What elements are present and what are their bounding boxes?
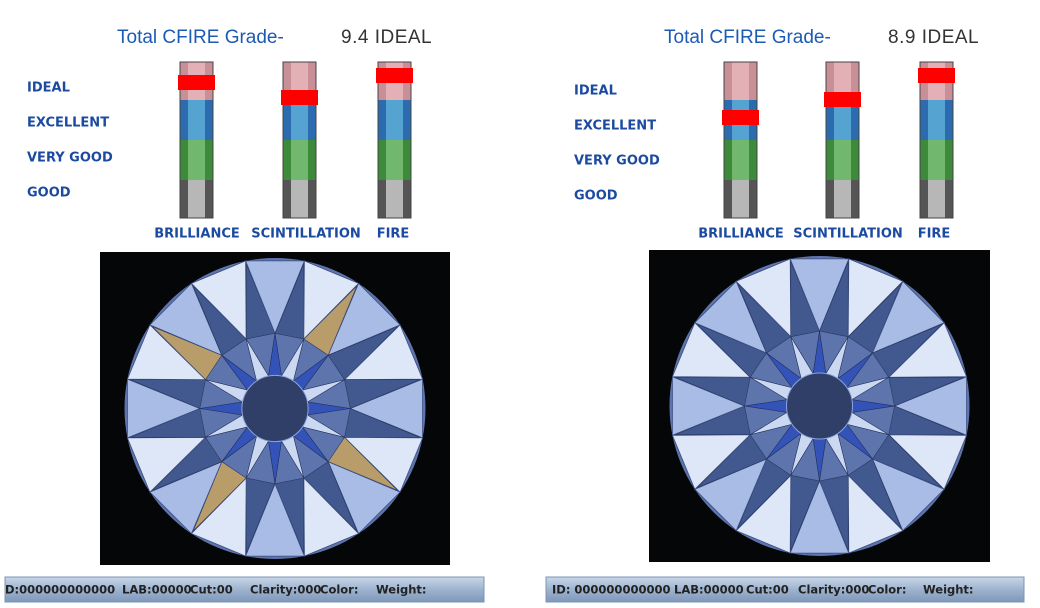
status-field: LAB:00000 xyxy=(674,583,744,597)
facet xyxy=(735,474,792,554)
meter-frame xyxy=(282,61,317,219)
status-field: Weight: xyxy=(923,583,974,597)
scale-label: IDEAL xyxy=(574,84,617,99)
status-field: D:000000000000 xyxy=(5,583,115,597)
grade-value: 8.9 IDEAL xyxy=(888,27,979,48)
meter-highlight xyxy=(928,100,945,140)
grade-panel: Total CFIRE Grade- 8.9 IDEAL IDEAL EXCELLEN… xyxy=(545,27,1025,603)
meter-highlight xyxy=(834,62,851,100)
meter-frame xyxy=(179,61,214,219)
meter-marker xyxy=(722,110,759,125)
scale-label: GOOD xyxy=(574,189,618,204)
meter-highlight xyxy=(188,180,205,218)
meter-highlight xyxy=(834,180,851,218)
meter-frame xyxy=(919,61,954,219)
grade-title: Total CFIRE Grade- xyxy=(117,27,284,48)
meter-highlight xyxy=(834,100,851,140)
facet xyxy=(847,258,904,338)
meter-highlight xyxy=(291,140,308,180)
scale-label: EXCELLENT xyxy=(574,119,656,134)
facet xyxy=(327,282,401,357)
meter xyxy=(824,61,861,219)
meter-frame xyxy=(825,61,860,219)
facet xyxy=(887,434,968,491)
meter xyxy=(722,61,759,219)
meter-highlight xyxy=(834,140,851,180)
meter xyxy=(376,61,413,219)
meter-highlight xyxy=(928,140,945,180)
scale-label: IDEAL xyxy=(27,81,70,96)
meter-marker xyxy=(918,68,955,83)
meter-highlight xyxy=(732,62,749,100)
meter-label: SCINTILLATION xyxy=(251,227,361,242)
meter-highlight xyxy=(291,100,308,140)
meter-label: FIRE xyxy=(918,227,951,242)
meter-label: FIRE xyxy=(377,227,410,242)
meter-highlight xyxy=(928,180,945,218)
meter xyxy=(918,61,955,219)
meter-label: SCINTILLATION xyxy=(793,227,903,242)
meter-label: BRILLIANCE xyxy=(698,227,784,242)
diamond-table xyxy=(786,372,853,440)
meter-highlight xyxy=(386,180,403,218)
scale-label: VERY GOOD xyxy=(27,151,113,166)
status-field: Color: xyxy=(868,583,906,597)
meter-marker xyxy=(178,75,215,90)
meter-highlight xyxy=(732,140,749,180)
status-field: ID: 000000000000 xyxy=(552,583,670,597)
facet xyxy=(149,282,223,357)
meter-marker xyxy=(281,90,318,105)
grade-value: 9.4 IDEAL xyxy=(341,27,432,48)
facet xyxy=(149,460,223,535)
meter-highlight xyxy=(732,180,749,218)
grade-title: Total CFIRE Grade- xyxy=(664,27,831,48)
meter-frame xyxy=(723,61,758,219)
status-bar xyxy=(545,576,1025,603)
meter xyxy=(178,61,215,219)
scale-label: EXCELLENT xyxy=(27,116,109,131)
scale-label: VERY GOOD xyxy=(574,154,660,169)
meter-highlight xyxy=(386,100,403,140)
grade-panel: Total CFIRE Grade- 9.4 IDEAL IDEAL EXCELLEN… xyxy=(4,27,485,603)
diamond-table xyxy=(241,374,309,443)
status-field: LAB:00000 xyxy=(122,583,192,597)
facet xyxy=(344,379,420,409)
meter xyxy=(281,61,318,219)
facet xyxy=(671,321,752,378)
meter-marker xyxy=(376,68,413,83)
meter-highlight xyxy=(386,140,403,180)
meter-highlight xyxy=(188,100,205,140)
status-bar xyxy=(4,576,485,603)
status-field: Clarity:000 xyxy=(798,583,869,597)
status-field: Clarity:000 xyxy=(250,583,321,597)
facet xyxy=(888,376,964,407)
meter-frame xyxy=(377,61,412,219)
status-field: Weight: xyxy=(376,583,427,597)
facet xyxy=(327,460,401,535)
meter-marker xyxy=(824,92,861,107)
status-field: Color: xyxy=(320,583,358,597)
meter-label: BRILLIANCE xyxy=(154,227,240,242)
status-field: Cut:00 xyxy=(190,583,233,597)
scale-label: GOOD xyxy=(27,186,71,201)
status-field: Cut:00 xyxy=(746,583,789,597)
meter-highlight xyxy=(188,140,205,180)
meter-highlight xyxy=(291,180,308,218)
